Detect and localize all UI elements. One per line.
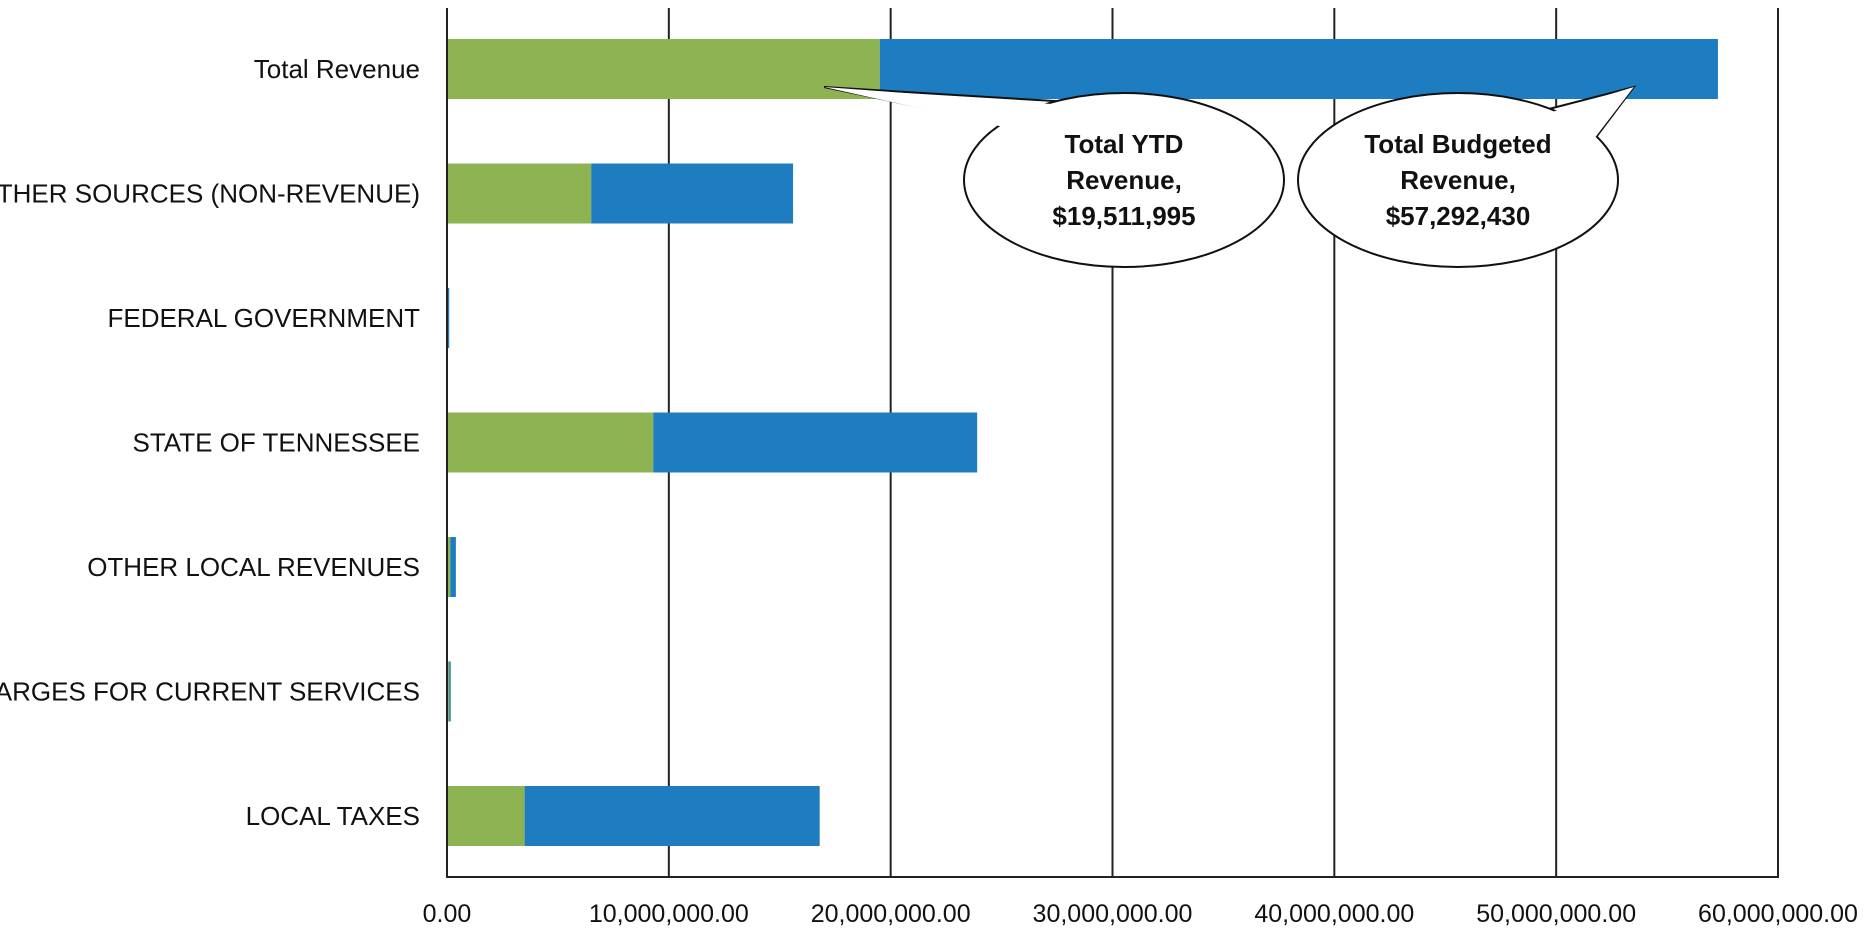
bar-remaining	[447, 288, 450, 348]
category-label: STATE OF TENNESSEE	[133, 428, 421, 458]
bar-ytd	[447, 163, 592, 224]
callout-text: Total Budgeted	[1364, 129, 1551, 159]
label-layer: 0.00 10,000,000.00 20,000,000.00 30,000,000…	[0, 54, 1858, 928]
callout-text: $57,292,430	[1386, 201, 1531, 231]
callout-text: Revenue,	[1400, 165, 1516, 195]
callout-text: Total YTD	[1065, 129, 1184, 159]
callout-bubble	[963, 92, 1285, 268]
category-label: OTHER LOCAL REVENUES	[87, 552, 420, 582]
bar-ytd	[447, 39, 880, 99]
category-label: OTHER SOURCES (NON-REVENUE)	[0, 179, 420, 209]
bar-layer	[447, 39, 1718, 846]
callout-tail-fill	[824, 87, 1054, 128]
x-tick-label: 10,000,000.00	[589, 900, 749, 928]
category-label: LOCAL TAXES	[246, 801, 420, 831]
callout-text: Revenue,	[1066, 165, 1182, 195]
x-tick-label: 20,000,000.00	[811, 900, 971, 928]
bar-remaining	[653, 412, 978, 473]
x-tick-label: 0.00	[423, 900, 472, 928]
axis-layer	[446, 8, 1779, 878]
callout-layer: Total YTD Revenue, $19,511,995 Total Budget…	[823, 85, 1637, 268]
callout-bubble	[1297, 92, 1619, 268]
callout-text: $19,511,995	[1052, 201, 1195, 231]
bar-remaining	[591, 163, 794, 224]
callout-tail-fill	[1552, 87, 1634, 140]
x-tick-label: 40,000,000.00	[1254, 900, 1414, 928]
bar-ytd	[447, 537, 451, 597]
bar-remaining	[524, 786, 820, 846]
bar-remaining	[450, 537, 456, 597]
category-label: FEDERAL GOVERNMENT	[107, 303, 420, 333]
bar-ytd	[447, 412, 654, 473]
x-tick-label: 60,000,000.00	[1698, 900, 1858, 928]
x-tick-label: 50,000,000.00	[1476, 900, 1636, 928]
bar-ytd	[447, 786, 525, 846]
x-tick-label: 30,000,000.00	[1033, 900, 1193, 928]
bar-ytd	[447, 661, 450, 722]
category-label: Total Revenue	[254, 54, 420, 84]
category-label: CHARGES FOR CURRENT SERVICES	[0, 677, 420, 707]
bar-remaining	[879, 39, 1718, 99]
bar-remaining	[449, 661, 451, 722]
